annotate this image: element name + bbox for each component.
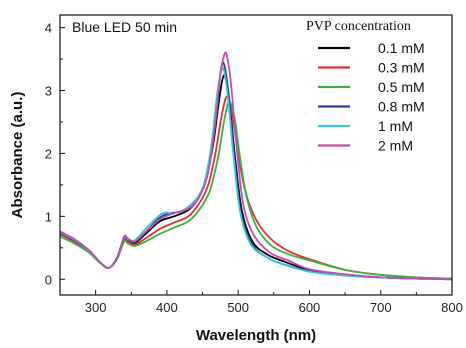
tick-layer: 300 400 500 600 700 800 0 1 2 3 4 <box>45 21 463 315</box>
plot-frame <box>59 14 453 296</box>
y-tick-label: 3 <box>45 84 52 99</box>
x-tick-label: 700 <box>370 300 392 315</box>
legend: 0.1 mM 0.3 mM 0.5 mM 0.8 mM 1 mM 2 mM <box>318 40 425 154</box>
y-tick-label: 4 <box>45 21 52 36</box>
x-tick-label: 300 <box>85 300 107 315</box>
legend-title: PVP concentration <box>306 19 411 34</box>
legend-label-5: 2 mM <box>378 138 413 154</box>
legend-label-1: 0.3 mM <box>378 60 425 76</box>
x-tick-label: 800 <box>441 300 463 315</box>
series-layer <box>59 51 453 281</box>
y-tick-label: 0 <box>45 272 52 287</box>
x-axis-label: Wavelength (nm) <box>196 327 316 344</box>
y-tick-label: 1 <box>45 209 52 224</box>
y-axis-label: Absorbance (a.u.) <box>9 92 26 219</box>
y-tick-label: 2 <box>45 146 52 161</box>
legend-label-0: 0.1 mM <box>378 40 425 56</box>
x-tick-label: 600 <box>299 300 321 315</box>
legend-label-3: 0.8 mM <box>378 99 425 115</box>
x-tick-label: 400 <box>156 300 178 315</box>
legend-label-2: 0.5 mM <box>378 79 425 95</box>
legend-label-4: 1 mM <box>378 118 413 134</box>
x-tick-label: 500 <box>227 300 249 315</box>
series-line-5 <box>59 51 453 281</box>
annotation-text: Blue LED 50 min <box>72 19 177 35</box>
